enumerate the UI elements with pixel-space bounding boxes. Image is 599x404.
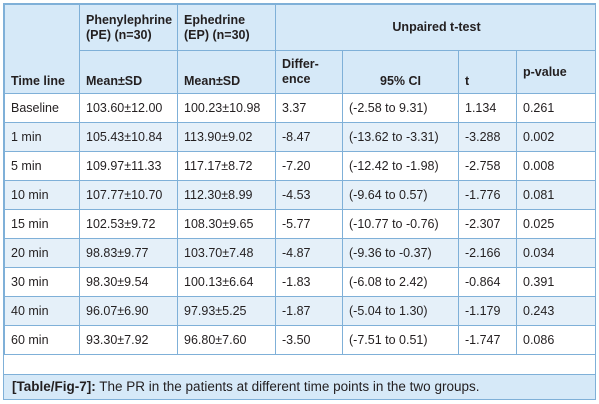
p-value-header: p-value bbox=[515, 50, 595, 94]
ep-cell: 96.80±7.60 bbox=[177, 325, 276, 355]
t-cell: -2.758 bbox=[458, 151, 517, 181]
t-header: t bbox=[458, 50, 517, 94]
t-cell: -2.166 bbox=[458, 238, 517, 268]
ep-cell: 97.93±5.25 bbox=[177, 296, 276, 326]
pe-cell: 103.60±12.00 bbox=[79, 93, 178, 123]
time-cell: 30 min bbox=[4, 267, 80, 297]
caption-text: The PR in the patients at different time… bbox=[95, 379, 480, 394]
pe-cell: 109.97±11.33 bbox=[79, 151, 178, 181]
ci-cell: (-12.42 to -1.98) bbox=[342, 151, 459, 181]
t-cell: -2.307 bbox=[458, 209, 517, 239]
header-row-1: Time line Phenylephrine (PE) (n=30) Ephe… bbox=[4, 4, 595, 94]
p-cell: 0.081 bbox=[515, 180, 595, 210]
diff-cell: -5.77 bbox=[275, 209, 343, 239]
ci-cell: (-5.04 to 1.30) bbox=[342, 296, 459, 326]
ci-cell: (-7.51 to 0.51) bbox=[342, 325, 459, 355]
table-row: 10 min 107.77±10.70 112.30±8.99 -4.53 (-… bbox=[4, 180, 595, 210]
ci-cell: (-2.58 to 9.31) bbox=[342, 93, 459, 123]
table-row: 40 min 96.07±6.90 97.93±5.25 -1.87 (-5.0… bbox=[4, 296, 595, 326]
t-cell: -1.747 bbox=[458, 325, 517, 355]
ep-cell: 100.23±10.98 bbox=[177, 93, 276, 123]
ep-mean-header: Mean±SD bbox=[177, 50, 276, 94]
t-cell: -0.864 bbox=[458, 267, 517, 297]
table-caption: [Table/Fig-7]: The PR in the patients at… bbox=[4, 374, 595, 399]
p-cell: 0.261 bbox=[515, 93, 595, 123]
t-cell: -1.179 bbox=[458, 296, 517, 326]
ep-group-header: Ephedrine (EP) (n=30) bbox=[177, 4, 276, 51]
ep-cell: 100.13±6.64 bbox=[177, 267, 276, 297]
ep-cell: 112.30±8.99 bbox=[177, 180, 276, 210]
difference-header: Differ-ence bbox=[275, 50, 343, 94]
time-line-header: Time line bbox=[4, 4, 80, 94]
diff-cell: -4.87 bbox=[275, 238, 343, 268]
table-row: 1 min 105.43±10.84 113.90±9.02 -8.47 (-1… bbox=[4, 122, 595, 152]
ep-cell: 113.90±9.02 bbox=[177, 122, 276, 152]
time-cell: 15 min bbox=[4, 209, 80, 239]
p-cell: 0.002 bbox=[515, 122, 595, 152]
pe-group-header: Phenylephrine (PE) (n=30) bbox=[79, 4, 178, 51]
time-cell: 10 min bbox=[4, 180, 80, 210]
p-cell: 0.243 bbox=[515, 296, 595, 326]
t-cell: -1.776 bbox=[458, 180, 517, 210]
diff-cell: -8.47 bbox=[275, 122, 343, 152]
p-cell: 0.034 bbox=[515, 238, 595, 268]
table-row: 15 min 102.53±9.72 108.30±9.65 -5.77 (-1… bbox=[4, 209, 595, 239]
pe-mean-header: Mean±SD bbox=[79, 50, 178, 94]
pr-table: Time line Phenylephrine (PE) (n=30) Ephe… bbox=[4, 4, 595, 355]
ci-cell: (-13.62 to -3.31) bbox=[342, 122, 459, 152]
diff-cell: -4.53 bbox=[275, 180, 343, 210]
ci-cell: (-6.08 to 2.42) bbox=[342, 267, 459, 297]
table-row: 5 min 109.97±11.33 117.17±8.72 -7.20 (-1… bbox=[4, 151, 595, 181]
header-row-2: Mean±SD Mean±SD Differ-ence 95% CI t p-v… bbox=[5, 50, 595, 94]
ci-cell: (-10.77 to -0.76) bbox=[342, 209, 459, 239]
ep-cell: 108.30±9.65 bbox=[177, 209, 276, 239]
table-row: 30 min 98.30±9.54 100.13±6.64 -1.83 (-6.… bbox=[4, 267, 595, 297]
time-cell: 40 min bbox=[4, 296, 80, 326]
time-cell: 1 min bbox=[4, 122, 80, 152]
pe-cell: 96.07±6.90 bbox=[79, 296, 178, 326]
p-cell: 0.086 bbox=[515, 325, 595, 355]
p-cell: 0.025 bbox=[515, 209, 595, 239]
time-cell: Baseline bbox=[4, 93, 80, 123]
ci-cell: (-9.36 to -0.37) bbox=[342, 238, 459, 268]
time-cell: 60 min bbox=[4, 325, 80, 355]
diff-cell: -1.87 bbox=[275, 296, 343, 326]
time-cell: 20 min bbox=[4, 238, 80, 268]
p-cell: 0.391 bbox=[515, 267, 595, 297]
table-row: 20 min 98.83±9.77 103.70±7.48 -4.87 (-9.… bbox=[4, 238, 595, 268]
ttest-header: Unpaired t-test bbox=[274, 4, 595, 51]
ep-cell: 103.70±7.48 bbox=[177, 238, 276, 268]
table-row: 60 min 93.30±7.92 96.80±7.60 -3.50 (-7.5… bbox=[4, 325, 595, 355]
t-cell: -3.288 bbox=[458, 122, 517, 152]
ep-cell: 117.17±8.72 bbox=[177, 151, 276, 181]
pe-cell: 98.83±9.77 bbox=[79, 238, 178, 268]
ci-cell: (-9.64 to 0.57) bbox=[342, 180, 459, 210]
caption-tag: [Table/Fig-7]: bbox=[12, 379, 96, 394]
time-cell: 5 min bbox=[4, 151, 80, 181]
table-header: Time line Phenylephrine (PE) (n=30) Ephe… bbox=[4, 4, 595, 94]
table-body: Baseline 103.60±12.00 100.23±10.98 3.37 … bbox=[4, 93, 595, 355]
p-cell: 0.008 bbox=[515, 151, 595, 181]
pe-cell: 98.30±9.54 bbox=[79, 267, 178, 297]
pe-cell: 102.53±9.72 bbox=[79, 209, 178, 239]
t-cell: 1.134 bbox=[458, 93, 517, 123]
ci-header: 95% CI bbox=[342, 50, 459, 94]
diff-cell: -3.50 bbox=[275, 325, 343, 355]
pe-cell: 107.77±10.70 bbox=[79, 180, 178, 210]
pe-cell: 93.30±7.92 bbox=[79, 325, 178, 355]
diff-cell: -1.83 bbox=[275, 267, 343, 297]
table-row: Baseline 103.60±12.00 100.23±10.98 3.37 … bbox=[4, 93, 595, 123]
diff-cell: -7.20 bbox=[275, 151, 343, 181]
diff-cell: 3.37 bbox=[275, 93, 343, 123]
table-figure: Time line Phenylephrine (PE) (n=30) Ephe… bbox=[3, 3, 596, 400]
pe-cell: 105.43±10.84 bbox=[79, 122, 178, 152]
